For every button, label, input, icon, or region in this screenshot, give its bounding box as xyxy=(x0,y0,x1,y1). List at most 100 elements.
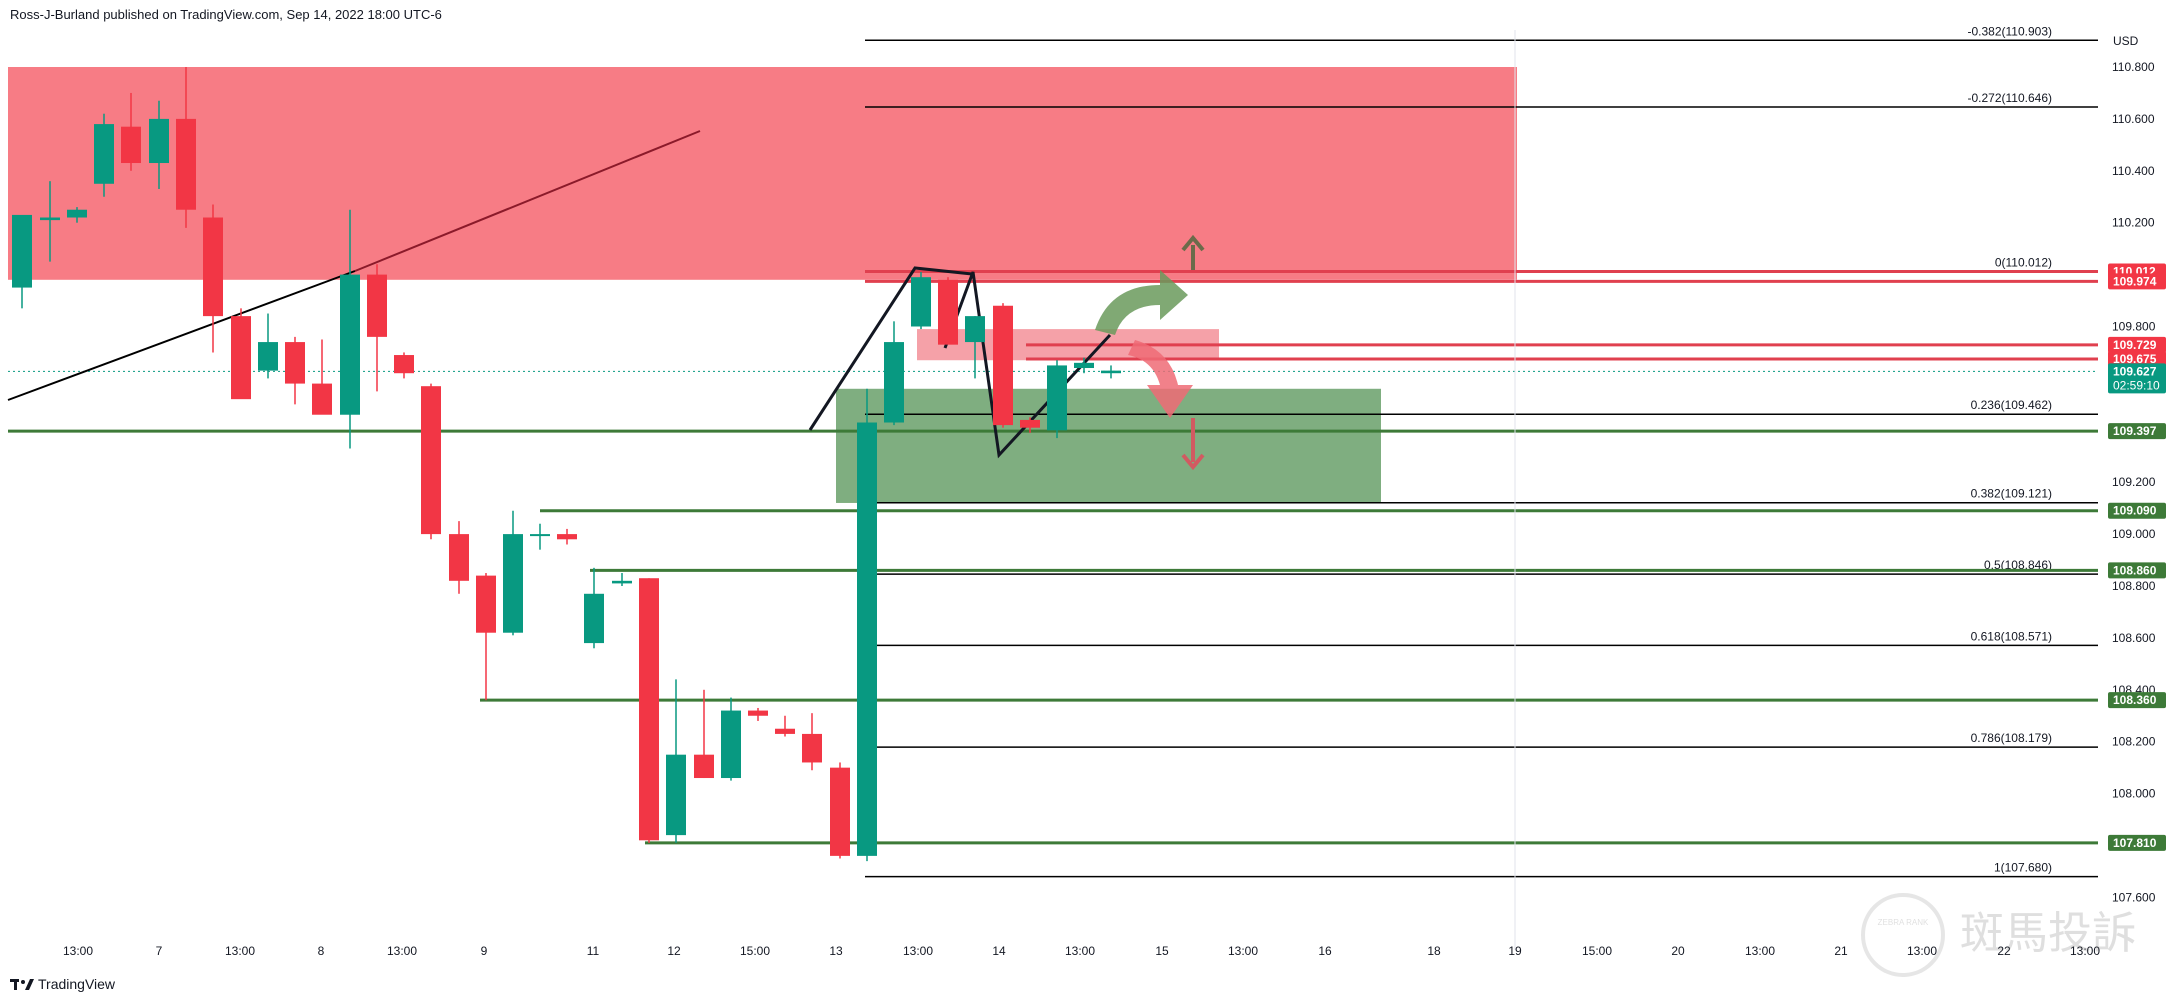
trendline-support xyxy=(7,270,356,401)
candle-body xyxy=(1074,362,1094,369)
tradingview-logo-icon xyxy=(10,979,34,990)
price-tag-box xyxy=(2108,273,2166,290)
price-tick: 107.600 xyxy=(2112,890,2156,904)
price-tag-box xyxy=(2108,363,2166,394)
candle-body xyxy=(938,279,958,345)
candle-body xyxy=(993,305,1013,426)
time-tick: 18 xyxy=(1427,944,1441,958)
candle-body xyxy=(176,118,196,210)
watermark: ZEBRA RANK 斑馬投訴 xyxy=(1861,893,2136,977)
zones-layer xyxy=(8,67,1517,503)
candle-body xyxy=(94,124,114,184)
price-tag-box xyxy=(2108,834,2166,851)
zebra-badge-icon xyxy=(1861,893,1945,977)
fib-label: 0(110.012) xyxy=(1995,255,2052,269)
fib-label: -0.272(110.646) xyxy=(1967,91,2052,105)
candle-body xyxy=(449,534,469,581)
price-tag-text: 109.675 xyxy=(2113,352,2157,366)
time-tick: 12 xyxy=(667,944,681,958)
time-tick: 8 xyxy=(318,944,325,958)
fib-label: 0.786(108.179) xyxy=(1971,731,2052,745)
time-tick: 11 xyxy=(587,944,600,958)
zebra-watermark-text: 斑馬投訴 xyxy=(1960,908,2136,959)
time-tick: 9 xyxy=(481,944,488,958)
candle-body xyxy=(1047,365,1067,431)
price-tick: 110.400 xyxy=(2112,164,2155,178)
candle-body xyxy=(530,534,550,537)
fib-label: 1(107.680) xyxy=(1994,861,2052,875)
candle-body xyxy=(612,580,632,584)
time-tick: 13:00 xyxy=(1228,944,1258,958)
bullish-curved-arrow-icon xyxy=(1095,270,1188,335)
time-tick: 13:00 xyxy=(2070,944,2100,958)
candle-body xyxy=(830,767,850,856)
candle-body xyxy=(12,214,32,288)
candle-body xyxy=(231,316,251,400)
price-tag-text: 108.360 xyxy=(2113,693,2157,707)
price-tick: 108.600 xyxy=(2112,631,2156,645)
fib-label: -0.382(110.903) xyxy=(1967,24,2052,38)
tradingview-footer[interactable]: TradingView xyxy=(0,970,300,999)
price-tag-box xyxy=(2108,423,2166,440)
price-tick: 108.200 xyxy=(2112,735,2156,749)
pattern-leg-1 xyxy=(808,266,973,431)
candle-body xyxy=(312,383,332,415)
candle-body xyxy=(503,534,523,633)
candle-body xyxy=(639,578,659,841)
price-tag-box xyxy=(2108,502,2166,519)
candle-body xyxy=(557,534,577,540)
price-tick: 109.200 xyxy=(2112,475,2156,489)
price-tag-box xyxy=(2108,692,2166,709)
time-tick: 14 xyxy=(992,944,1006,958)
price-tag-text: 109.397 xyxy=(2113,424,2157,438)
price-tick: 110.800 xyxy=(2112,60,2155,74)
price-tick: 110.200 xyxy=(2112,216,2155,230)
countdown-text: 02:59:10 xyxy=(2113,378,2160,392)
candle-body xyxy=(775,728,795,734)
price-tag-box xyxy=(2108,350,2166,367)
candle-body xyxy=(584,593,604,644)
price-tag-text: 109.627 xyxy=(2113,364,2157,378)
time-tick: 20 xyxy=(1671,944,1685,958)
time-tick: 13:00 xyxy=(1907,944,1937,958)
candle-body xyxy=(1101,370,1121,374)
tradingview-brand: TradingView xyxy=(38,976,116,992)
time-tick: 13:00 xyxy=(903,944,933,958)
price-tags-layer: 110.012109.974109.729109.675109.62702:59… xyxy=(2108,263,2166,851)
time-tick: 21 xyxy=(1834,944,1848,958)
candle-body xyxy=(421,386,441,535)
candle-body xyxy=(666,754,686,836)
price-tick: 108.800 xyxy=(2112,579,2156,593)
candle-body xyxy=(802,733,822,763)
arrows-layer xyxy=(1095,234,1205,471)
candle-body xyxy=(367,274,387,337)
zone-demand xyxy=(836,388,1381,503)
fib-label: 0.618(108.571) xyxy=(1971,629,2052,643)
candle-body xyxy=(121,126,141,164)
candle-body xyxy=(340,274,360,415)
zone-supply xyxy=(8,67,1517,280)
candle-body xyxy=(884,342,904,423)
price-tick: 108.000 xyxy=(2112,787,2156,801)
time-axis: 13:00 7 13:00 8 13:00 9 11 12 15:00 13 13:00 14 13:0… xyxy=(63,944,2100,958)
price-axis: USD 110.800 110.600 110.400 110.200 109.800 10… xyxy=(1514,30,2156,950)
currency-label: USD xyxy=(2113,34,2139,48)
candle-body xyxy=(149,118,169,164)
candle-body xyxy=(40,217,60,221)
candle-body xyxy=(911,277,931,327)
up-arrow-icon xyxy=(1181,234,1205,252)
price-tag-text: 109.090 xyxy=(2113,504,2157,518)
price-tag-text: 108.860 xyxy=(2113,563,2157,577)
time-tick: 15 xyxy=(1155,944,1169,958)
fib-label: 0.5(108.846) xyxy=(1984,558,2052,572)
candle-body xyxy=(1020,419,1040,428)
candle-body xyxy=(394,355,414,374)
price-tag-box xyxy=(2108,562,2166,579)
candle-body xyxy=(258,342,278,371)
time-tick: 15:00 xyxy=(1582,944,1612,958)
candle-body xyxy=(694,754,714,779)
trendline-extension xyxy=(354,130,701,272)
price-tag-text: 109.729 xyxy=(2113,338,2157,352)
time-tick: 13:00 xyxy=(225,944,255,958)
